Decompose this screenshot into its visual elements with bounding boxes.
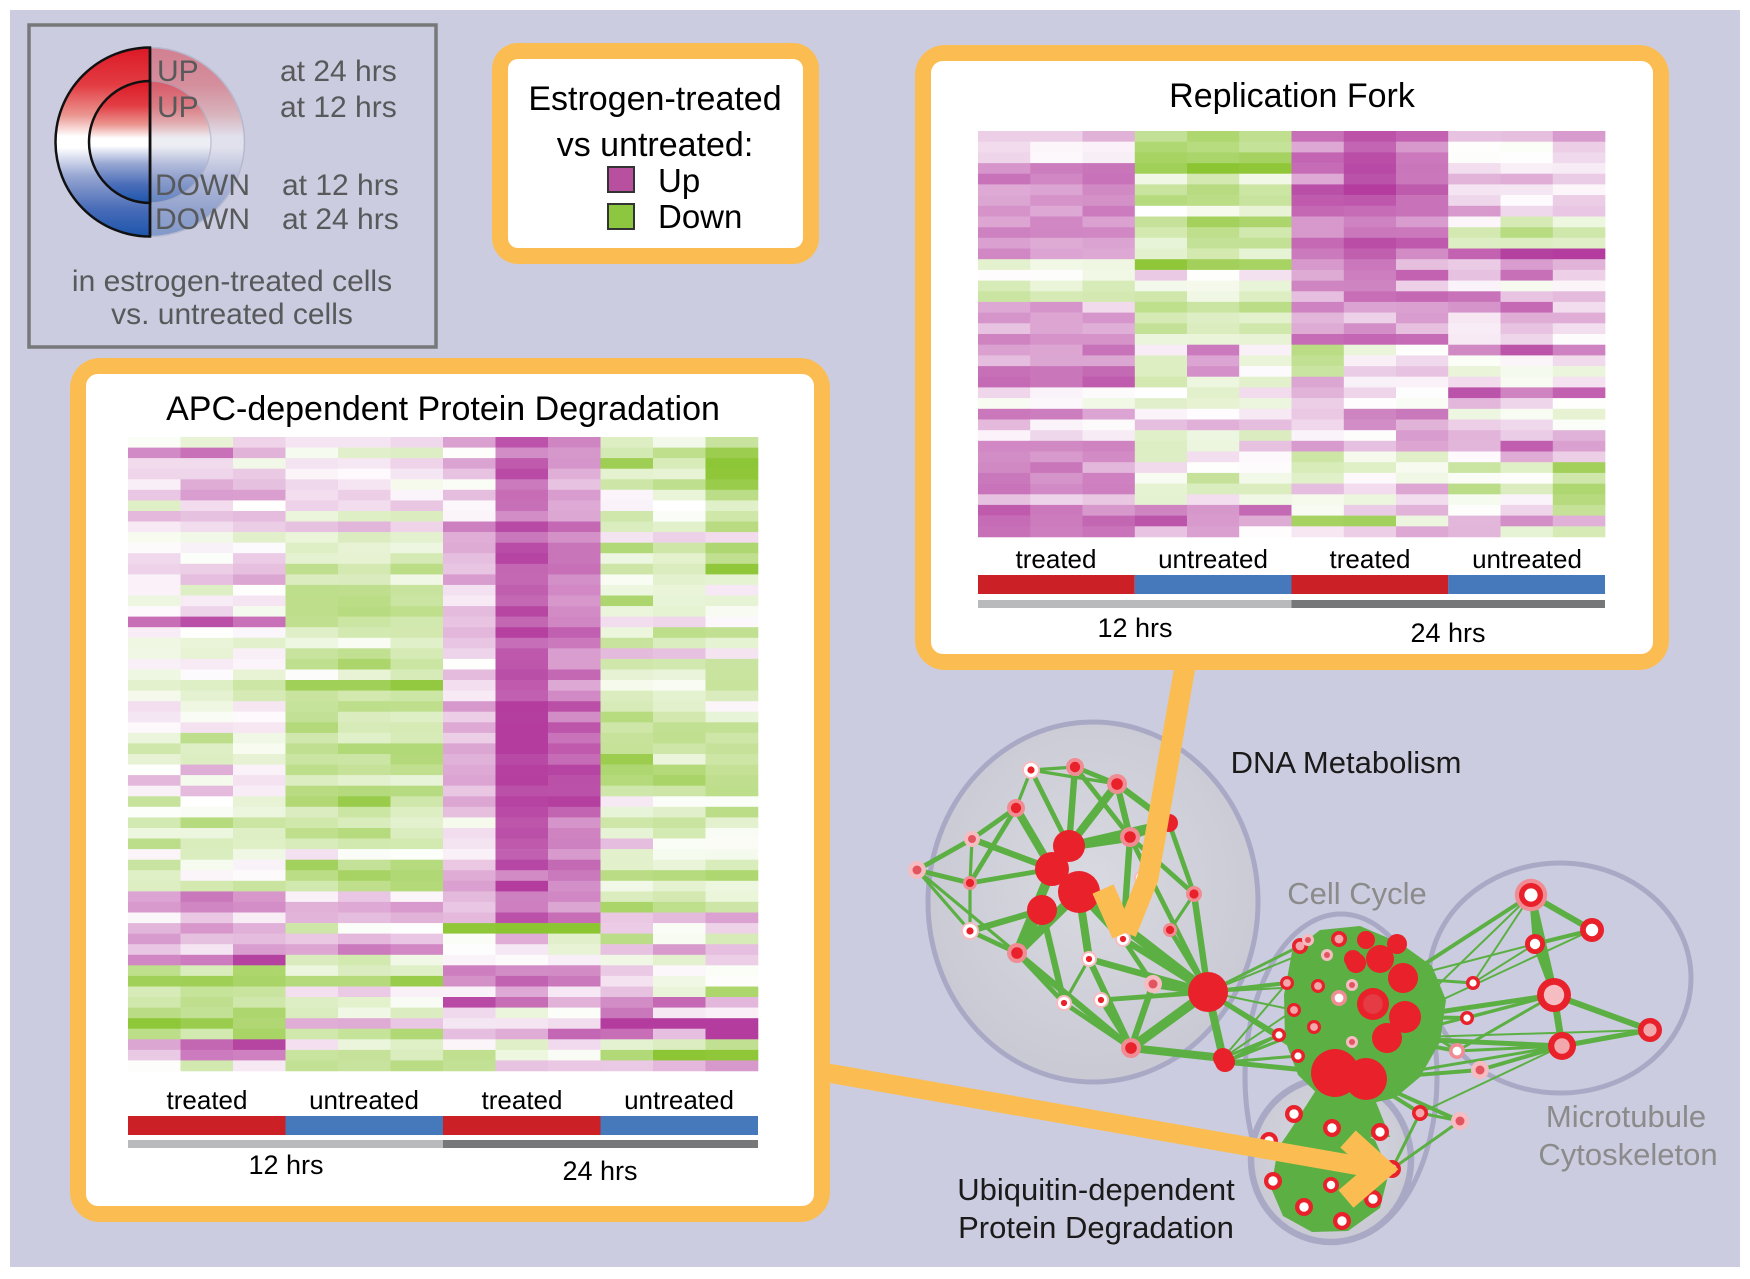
svg-text:untreated: untreated bbox=[1158, 544, 1268, 574]
svg-text:DOWN: DOWN bbox=[155, 169, 250, 202]
svg-text:untreated: untreated bbox=[624, 1085, 734, 1115]
svg-text:Down: Down bbox=[658, 198, 742, 235]
svg-text:Cell Cycle: Cell Cycle bbox=[1287, 876, 1427, 911]
svg-text:Microtubule: Microtubule bbox=[1546, 1099, 1706, 1134]
svg-text:24 hrs: 24 hrs bbox=[562, 1156, 637, 1186]
svg-text:untreated: untreated bbox=[1472, 544, 1582, 574]
svg-text:vs untreated:: vs untreated: bbox=[557, 126, 754, 164]
svg-text:treated: treated bbox=[1330, 544, 1411, 574]
svg-text:Ubiquitin-dependent: Ubiquitin-dependent bbox=[957, 1172, 1235, 1207]
svg-text:DOWN: DOWN bbox=[155, 203, 250, 236]
svg-text:Cytoskeleton: Cytoskeleton bbox=[1538, 1137, 1717, 1172]
svg-text:UP: UP bbox=[157, 91, 199, 124]
svg-text:at 24 hrs: at 24 hrs bbox=[282, 203, 399, 236]
svg-text:treated: treated bbox=[1016, 544, 1097, 574]
svg-text:at 24 hrs: at 24 hrs bbox=[280, 55, 397, 88]
svg-text:in estrogen-treated cells: in estrogen-treated cells bbox=[72, 265, 392, 298]
svg-text:UP: UP bbox=[157, 55, 199, 88]
svg-text:12 hrs: 12 hrs bbox=[1097, 613, 1172, 643]
svg-text:Protein Degradation: Protein Degradation bbox=[958, 1210, 1234, 1245]
svg-text:untreated: untreated bbox=[309, 1085, 419, 1115]
svg-text:treated: treated bbox=[167, 1085, 248, 1115]
svg-text:24 hrs: 24 hrs bbox=[1410, 618, 1485, 648]
svg-text:at 12 hrs: at 12 hrs bbox=[280, 91, 397, 124]
svg-text:Replication Fork: Replication Fork bbox=[1169, 77, 1416, 115]
svg-text:treated: treated bbox=[482, 1085, 563, 1115]
svg-text:Up: Up bbox=[658, 162, 700, 199]
svg-text:Estrogen-treated: Estrogen-treated bbox=[528, 80, 781, 118]
svg-text:vs. untreated cells: vs. untreated cells bbox=[111, 298, 353, 331]
svg-text:12 hrs: 12 hrs bbox=[248, 1150, 323, 1180]
svg-text:APC-dependent Protein Degradat: APC-dependent Protein Degradation bbox=[166, 390, 720, 428]
svg-text:DNA Metabolism: DNA Metabolism bbox=[1231, 745, 1462, 780]
svg-text:at 12 hrs: at 12 hrs bbox=[282, 169, 399, 202]
